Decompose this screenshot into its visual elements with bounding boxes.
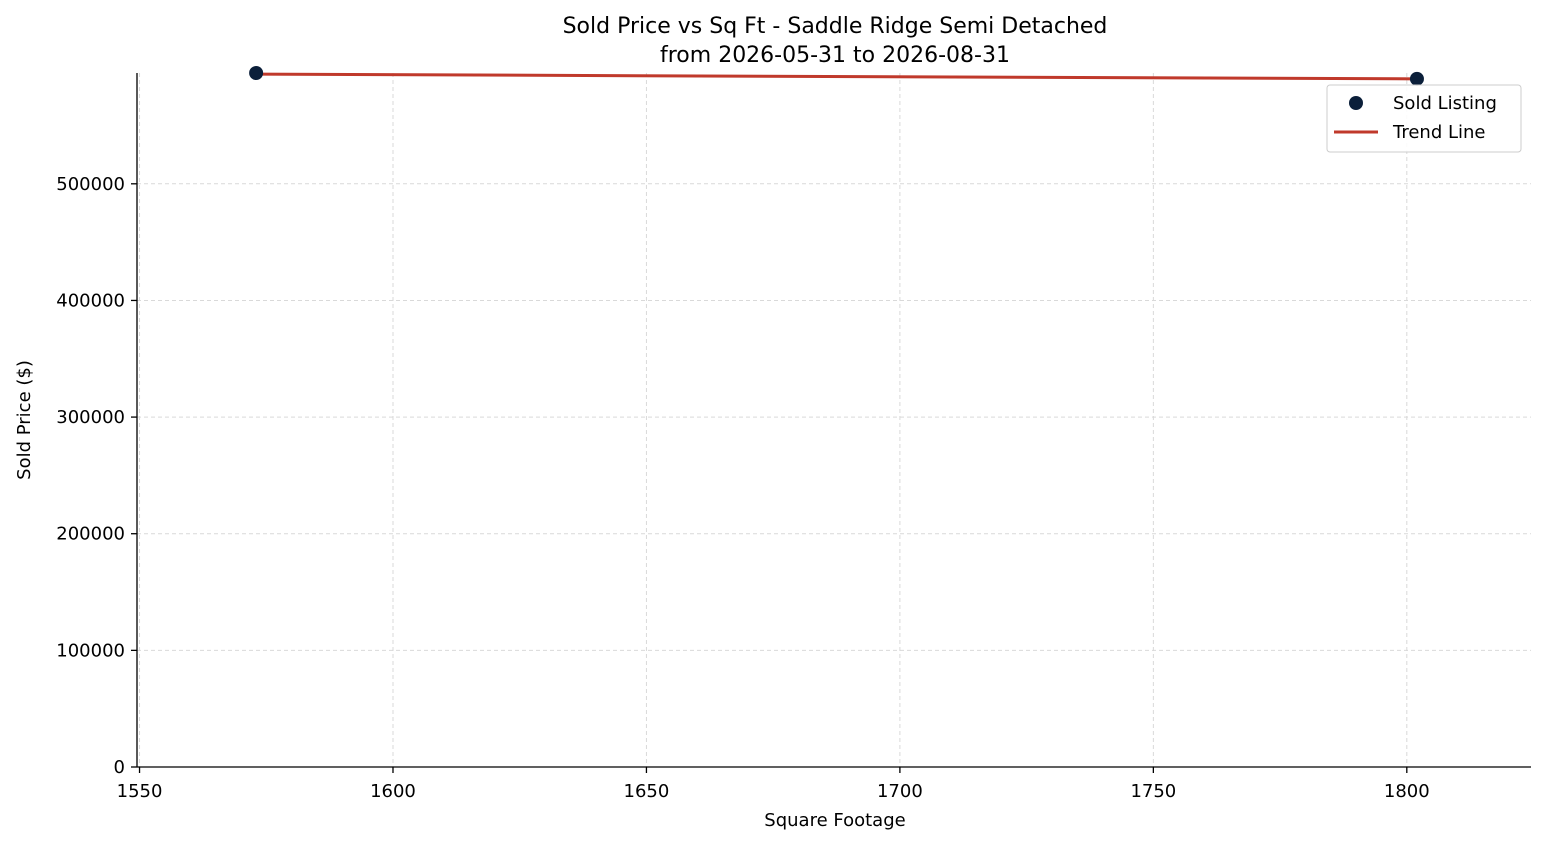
chart-subtitle: from 2026-05-31 to 2026-08-31 — [660, 43, 1010, 68]
chart-title: Sold Price vs Sq Ft - Saddle Ridge Semi … — [563, 14, 1108, 39]
x-tick-label: 1800 — [1384, 781, 1430, 802]
ticks-layer: 1550 1600 1650 1700 1750 1800 0 100000 200000 300… — [56, 174, 1429, 802]
y-axis-label: Sold Price ($) — [14, 360, 35, 480]
legend-label-trend-line: Trend Line — [1392, 122, 1486, 143]
x-tick-label: 1700 — [877, 781, 923, 802]
x-tick-label: 1750 — [1130, 781, 1176, 802]
y-tick-label: 400000 — [56, 290, 125, 311]
legend-marker-sold-listing — [1349, 96, 1363, 110]
legend: Sold Listing Trend Line — [1326, 84, 1522, 153]
x-tick-label: 1650 — [624, 781, 670, 802]
legend-box — [1326, 84, 1522, 153]
series-layer — [249, 66, 1424, 86]
legend-label-sold-listing: Sold Listing — [1393, 93, 1497, 114]
axes-layer — [136, 73, 1531, 768]
y-tick-label: 0 — [114, 757, 125, 778]
y-tick-label: 100000 — [56, 640, 125, 661]
grid-layer — [137, 73, 1531, 768]
data-point — [1409, 71, 1424, 86]
y-tick-label: 300000 — [56, 407, 125, 428]
x-tick-label: 1600 — [370, 781, 416, 802]
y-tick-label: 500000 — [56, 174, 125, 195]
x-tick-label: 1550 — [117, 781, 163, 802]
trend-line — [256, 72, 1417, 81]
x-axis-label: Square Footage — [764, 810, 905, 831]
y-tick-label: 200000 — [56, 524, 125, 545]
data-point — [249, 66, 264, 80]
